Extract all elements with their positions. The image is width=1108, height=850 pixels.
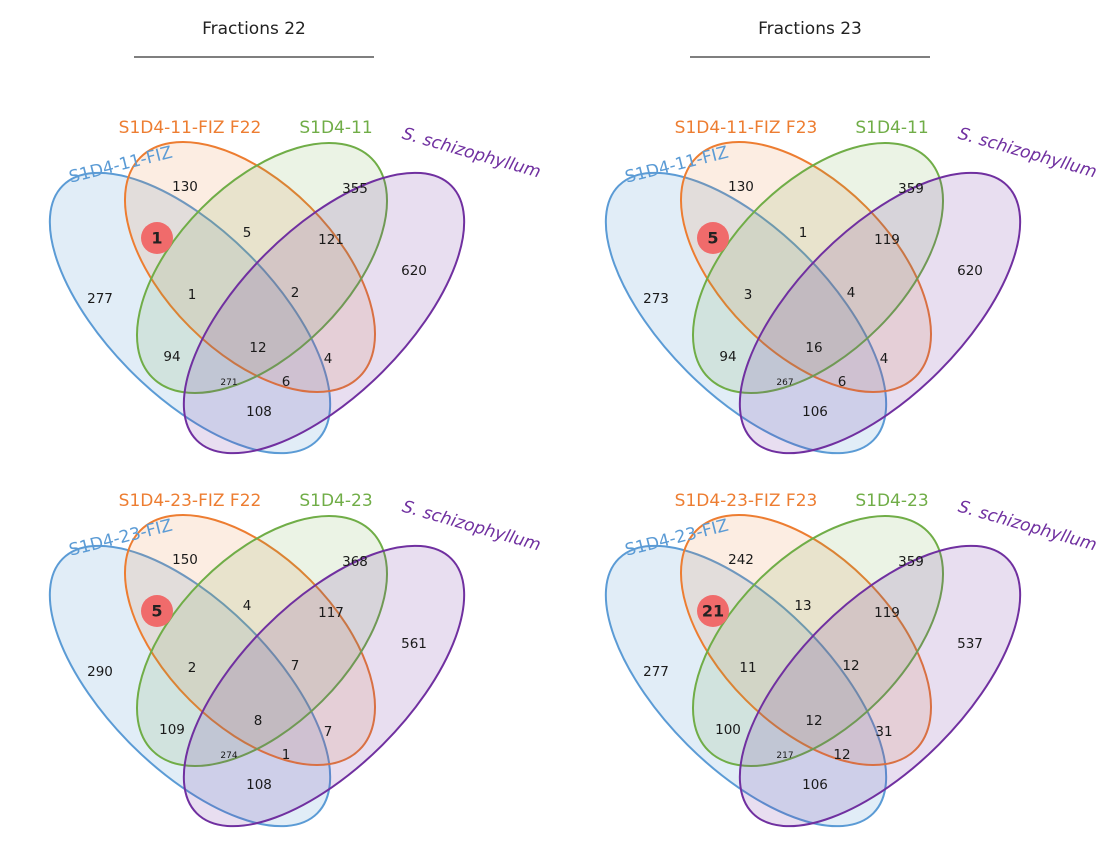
set-label: S1D4-23 xyxy=(299,491,372,511)
region-count: 6 xyxy=(282,374,291,390)
region-count: 12 xyxy=(833,747,850,763)
region-count: 273 xyxy=(643,291,669,307)
column-title: Fractions 22 xyxy=(202,19,306,39)
region-count: 119 xyxy=(874,232,900,248)
region-count: 4 xyxy=(243,598,252,614)
set-label: S1D4-23 xyxy=(855,491,928,511)
set-label: S1D4-23-FIZ F23 xyxy=(675,491,818,511)
region-count: 1 xyxy=(188,287,197,303)
region-count: 106 xyxy=(802,777,828,793)
region-count: 6 xyxy=(838,374,847,390)
region-count: 106 xyxy=(802,404,828,420)
set-ellipse xyxy=(738,544,1022,828)
region-count: 108 xyxy=(246,777,272,793)
region-count: 561 xyxy=(401,636,427,652)
region-count: 537 xyxy=(957,636,983,652)
region-count: 277 xyxy=(87,291,113,307)
region-count: 2 xyxy=(291,285,300,301)
region-count: 271 xyxy=(220,378,237,388)
region-count: 620 xyxy=(957,263,983,279)
region-count: 150 xyxy=(172,552,198,568)
set-ellipse xyxy=(738,171,1022,455)
region-count: 5 xyxy=(243,225,252,241)
set-ellipse xyxy=(604,171,888,455)
region-count: 130 xyxy=(172,179,198,195)
region-count: 4 xyxy=(880,351,889,367)
set-ellipse xyxy=(123,514,376,766)
set-ellipse xyxy=(48,171,332,455)
region-count: 31 xyxy=(875,724,892,740)
region-count: 16 xyxy=(805,340,822,356)
highlight-circle xyxy=(141,222,173,254)
region-count: 242 xyxy=(728,552,754,568)
region-count: 121 xyxy=(318,232,344,248)
column-header-right: Fractions 23 xyxy=(690,19,930,58)
region-count: 21 xyxy=(702,602,724,621)
region-count: 12 xyxy=(805,713,822,729)
region-count: 100 xyxy=(715,722,741,738)
region-count: 5 xyxy=(151,602,162,621)
highlight-circle xyxy=(697,222,729,254)
region-count: 94 xyxy=(163,349,180,365)
region-count: 7 xyxy=(324,724,333,740)
set-ellipse xyxy=(604,544,888,828)
region-count: 7 xyxy=(291,658,300,674)
set-label: S1D4-11 xyxy=(299,118,372,138)
region-count: 290 xyxy=(87,664,113,680)
set-label: S1D4-11-FIZ F23 xyxy=(675,118,818,138)
region-count: 3 xyxy=(744,287,753,303)
region-count: 1 xyxy=(799,225,808,241)
region-count: 359 xyxy=(898,554,924,570)
region-count: 368 xyxy=(342,554,368,570)
region-count: 1 xyxy=(282,747,291,763)
set-ellipse xyxy=(182,171,466,455)
region-count: 13 xyxy=(794,598,811,614)
column-header-left: Fractions 22 xyxy=(134,19,374,58)
region-count: 8 xyxy=(254,713,263,729)
region-count: 94 xyxy=(719,349,736,365)
set-label: S1D4-11 xyxy=(855,118,928,138)
region-count: 359 xyxy=(898,181,924,197)
region-count: 620 xyxy=(401,263,427,279)
region-count: 5 xyxy=(707,229,718,248)
set-label: S1D4-23-FIZ F22 xyxy=(119,491,262,511)
region-count: 12 xyxy=(842,658,859,674)
set-ellipse xyxy=(680,141,932,393)
region-count: 108 xyxy=(246,404,272,420)
highlight-circle xyxy=(697,595,729,627)
region-count: 12 xyxy=(249,340,266,356)
set-ellipse xyxy=(680,514,932,766)
region-count: 11 xyxy=(739,660,756,676)
region-count: 119 xyxy=(874,605,900,621)
region-count: 4 xyxy=(847,285,856,301)
set-label: S1D4-11-FIZ F22 xyxy=(119,118,262,138)
highlight-circle xyxy=(141,595,173,627)
region-count: 117 xyxy=(318,605,344,621)
region-count: 267 xyxy=(776,378,793,388)
region-count: 355 xyxy=(342,181,368,197)
region-count: 2 xyxy=(188,660,197,676)
region-count: 277 xyxy=(643,664,669,680)
set-ellipse xyxy=(123,141,376,393)
region-count: 217 xyxy=(776,751,793,761)
region-count: 109 xyxy=(159,722,185,738)
set-ellipse xyxy=(48,544,332,828)
region-count: 4 xyxy=(324,351,333,367)
region-count: 130 xyxy=(728,179,754,195)
column-title: Fractions 23 xyxy=(758,19,862,39)
region-count: 274 xyxy=(220,751,237,761)
region-count: 1 xyxy=(151,229,162,248)
set-ellipse xyxy=(182,544,466,828)
